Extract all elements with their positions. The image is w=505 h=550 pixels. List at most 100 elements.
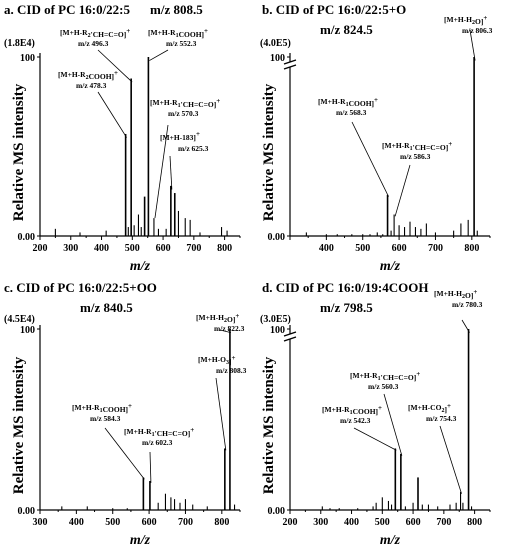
panel-precursor-mz: m/z 840.5 (80, 300, 133, 315)
annotation-leader-line (394, 164, 411, 217)
peak-annotation-mz: m/z 754.3 (426, 414, 457, 423)
peak-annotation-mz: m/z 542.3 (340, 416, 371, 425)
x-tick-label: 600 (406, 517, 421, 528)
annotation-leader-line (461, 319, 470, 333)
x-tick-label: 400 (69, 517, 84, 528)
peak-annotation-ion: [M+H-H2O]+ (196, 312, 239, 324)
annotation-leader-line (383, 393, 403, 456)
x-tick-label: 600 (392, 243, 407, 254)
panel-title: a. CID of PC 16:0/22:5 (4, 2, 131, 17)
peak-annotation-mz: m/z 560.3 (368, 382, 399, 391)
spectrum-panel-2: b. CID of PC 16:0/22:5+O m/z 824.5 (4.0E5)… (260, 2, 493, 274)
annotation-leader-line (104, 427, 145, 480)
y-axis-label: Relative MS intensity (11, 356, 27, 494)
peak-annotation-ion: [M+H-H2O]+ (444, 14, 487, 26)
y-tick-label: 100 (20, 325, 35, 336)
x-tick-label: 700 (436, 517, 451, 528)
peak-annotation-ion: [M+H-R1'CH=C=O]+ (382, 140, 452, 152)
peak-annotation-mz: m/z 625.3 (178, 144, 209, 153)
x-tick-label: 700 (178, 517, 193, 528)
peak-annotation-mz: m/z 570.3 (168, 109, 199, 118)
peak-annotation-mz: m/z 602.3 (142, 438, 173, 447)
y-axis-label: Relative MS intensity (261, 356, 277, 494)
axis-break-gap (284, 62, 296, 67)
y-tick-label: 0.00 (268, 232, 286, 243)
annotation-leader-line (97, 91, 127, 138)
annotation-leader-line (97, 49, 133, 83)
x-tick-label: 400 (319, 243, 334, 254)
y-axis-label: Relative MS intensity (11, 83, 27, 221)
annotation-leader-line (353, 427, 397, 451)
annotation-leader-line (149, 49, 169, 61)
peak-annotation-ion: [M+H-R2'CH=C=O]+ (60, 27, 130, 39)
spectrum-panel-4: d. CID of PC 16:0/19:4COOH m/z 798.5 (3.0E… (260, 280, 491, 548)
x-tick-label: 400 (344, 517, 359, 528)
x-tick-label: 500 (125, 243, 140, 254)
x-tick-label: 800 (467, 517, 482, 528)
x-tick-label: 500 (355, 243, 370, 254)
spectrum-panel-1: a. CID of PC 16:0/22:5 m/z 808.5 (1.8E4) 0.… (4, 2, 241, 274)
y-tick-label: 0.00 (18, 506, 36, 517)
x-tick-label: 700 (186, 243, 201, 254)
peak-annotation-ion: [M+H-R1'CH=C=O]+ (124, 426, 194, 438)
axis-break-gap (284, 334, 296, 339)
y-tick-label: 100 (20, 53, 35, 64)
peak-annotation-ion: [M+H-183]+ (160, 130, 200, 142)
x-tick-label: 600 (156, 243, 171, 254)
intensity-scale-label: (4.5E4) (4, 314, 35, 325)
peak-annotation-mz: m/z 568.3 (336, 108, 367, 117)
x-axis-label: m/z (130, 259, 151, 274)
x-tick-label: 800 (464, 243, 479, 254)
x-axis-label: m/z (380, 259, 401, 274)
annotation-leader-line (215, 377, 227, 451)
x-tick-label: 300 (313, 517, 328, 528)
peak-annotation-ion: [M+H-CO2]+ (408, 402, 451, 414)
x-tick-label: 800 (214, 517, 229, 528)
peak-annotation-mz: m/z 808.3 (216, 366, 247, 375)
peak-annotation-mz: m/z 586.3 (400, 152, 431, 161)
peak-annotation-mz: m/z 552.3 (166, 39, 197, 48)
peak-annotation-ion: [M+H-O3]+ (198, 354, 236, 366)
x-tick-label: 800 (217, 243, 232, 254)
peak-annotation-ion: [M+H-R2COOH]+ (58, 69, 118, 81)
x-tick-label: 400 (94, 243, 109, 254)
spectrum-panel-3: c. CID of PC 16:0/22:5+OO m/z 840.5 (4.5E4… (4, 280, 247, 548)
intensity-scale-label: (1.8E4) (4, 38, 35, 49)
y-tick-label: 0.00 (18, 232, 36, 243)
peak-annotation-mz: m/z 584.3 (90, 414, 121, 423)
peak-annotation-ion: [M+H-R1COOH]+ (148, 27, 208, 39)
peak-annotation-mz: m/z 478.3 (76, 81, 107, 90)
peak-annotation-mz: m/z 496.3 (78, 39, 109, 48)
panel-precursor-mz: m/z 798.5 (320, 300, 373, 315)
panel-title: d. CID of PC 16:0/19:4COOH (262, 280, 428, 295)
axis-break-mark (283, 331, 297, 337)
x-axis-label: m/z (130, 533, 151, 548)
annotation-leader-line (149, 451, 152, 483)
x-tick-label: 300 (33, 517, 48, 528)
annotation-leader-line (154, 124, 169, 219)
x-tick-label: 500 (105, 517, 120, 528)
panel-title: c. CID of PC 16:0/22:5+OO (4, 280, 157, 295)
y-tick-label: 100 (270, 53, 285, 64)
x-tick-label: 200 (283, 517, 298, 528)
x-tick-label: 500 (375, 517, 390, 528)
intensity-scale-label: (3.0E5) (260, 314, 291, 325)
peak-annotation-ion: [M+H-H2O]+ (434, 288, 477, 300)
axis-break-mark (283, 59, 297, 65)
annotation-leader-line (219, 329, 232, 334)
x-axis-label: m/z (380, 533, 401, 548)
peak-annotation-ion: [M+H-R1COOH]+ (318, 96, 378, 108)
peak-annotation-mz: m/z 822.3 (214, 324, 245, 333)
y-tick-label: 0.00 (268, 506, 286, 517)
panel-title: b. CID of PC 16:0/22:5+O (262, 2, 406, 17)
panel-precursor-mz: m/z 824.5 (320, 22, 373, 37)
x-tick-label: 600 (142, 517, 157, 528)
y-tick-label: 100 (270, 325, 285, 336)
y-axis-label: Relative MS intensity (261, 83, 277, 221)
annotation-leader-line (351, 121, 389, 197)
axis-break-mark (283, 336, 297, 342)
panel-precursor-mz: m/z 808.5 (150, 2, 203, 17)
intensity-scale-label: (4.0E5) (260, 38, 291, 49)
peak-annotation-ion: [M+H-R1COOH]+ (72, 402, 132, 414)
